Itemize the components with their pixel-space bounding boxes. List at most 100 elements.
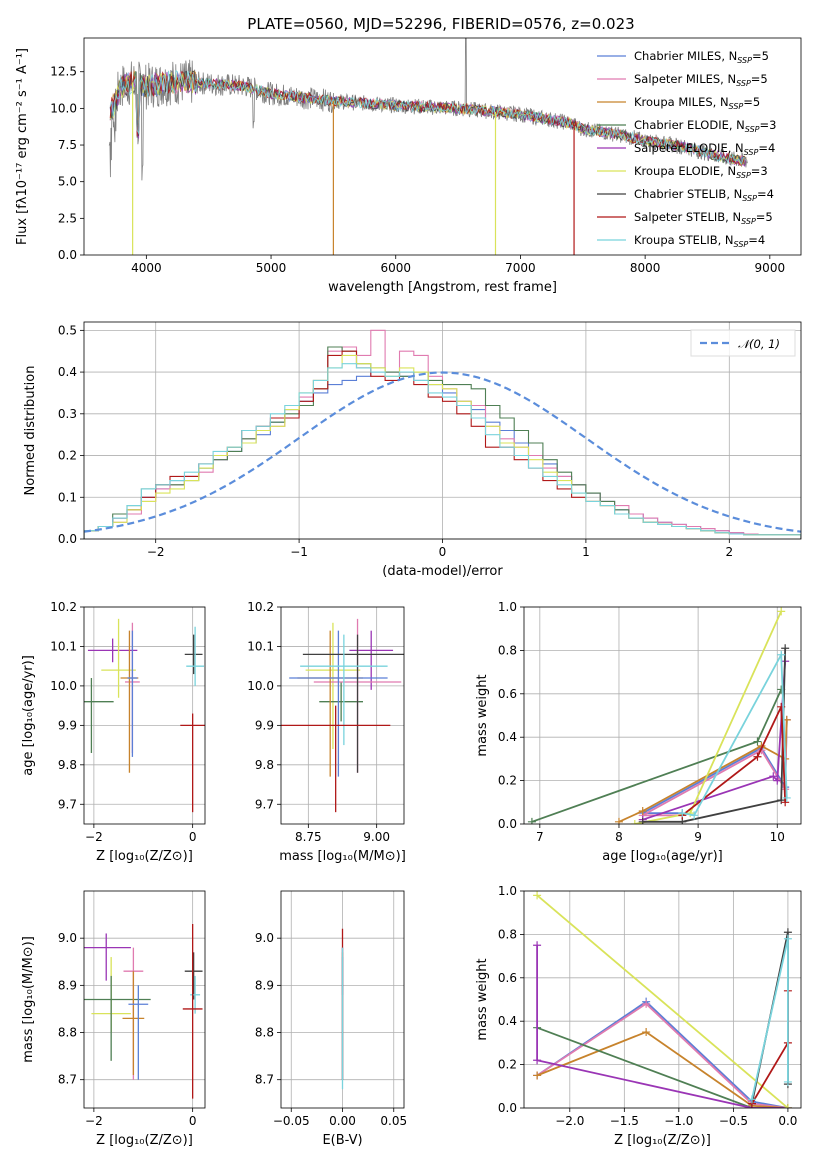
plot-area bbox=[108, 38, 748, 255]
panel-mass-vs-ebv: −0.05 0.00 0.05 8.7 8.8 8.9 9.0 E(B-V) bbox=[255, 890, 407, 1148]
y-tick-label: 8.9 bbox=[58, 978, 77, 992]
y-axis-label: Flux [fλ10⁻¹⁷ erg cm⁻² s⁻¹ A⁻¹] bbox=[15, 48, 30, 245]
axes-frame bbox=[523, 890, 802, 1109]
errorbar-point bbox=[184, 634, 203, 675]
axes-frame bbox=[83, 606, 206, 825]
x-tick-label: 0 bbox=[439, 545, 447, 559]
y-tick-label: 9.8 bbox=[58, 758, 77, 772]
x-tick-label: −1 bbox=[290, 545, 308, 559]
weight-point-marker bbox=[783, 1077, 792, 1086]
errorbar-point bbox=[184, 952, 203, 1000]
y-tick-label: 0.2 bbox=[498, 1058, 517, 1072]
axes-frame bbox=[83, 890, 206, 1109]
figure-title: PLATE=0560, MJD=52296, FIBERID=0576, z=0… bbox=[247, 15, 634, 33]
legend-label: Salpeter ELODIE, NSSP=4 bbox=[634, 141, 775, 157]
x-tick-label: 1 bbox=[582, 545, 590, 559]
legend-label: Kroupa MILES, NSSP=5 bbox=[634, 95, 760, 111]
y-axis-label: Normed distribution bbox=[23, 366, 38, 496]
x-axis-label: Z [log₁₀(Z/Z⊙)] bbox=[614, 1133, 711, 1148]
y-tick-label: 9.9 bbox=[58, 718, 77, 732]
x-tick-label: 9000 bbox=[755, 261, 786, 275]
plot-area bbox=[281, 618, 404, 813]
y-tick-label: 0.3 bbox=[58, 407, 77, 421]
y-tick-label: 9.9 bbox=[255, 718, 274, 732]
x-axis-label: E(B-V) bbox=[322, 1133, 362, 1148]
y-tick-label: 12.5 bbox=[50, 65, 77, 79]
weight-point-marker bbox=[777, 607, 786, 616]
y-tick-label: 9.7 bbox=[58, 797, 77, 811]
x-tick-label: 7000 bbox=[505, 261, 536, 275]
panel-age-vs-mass: 8.75 9.00 9.7 9.8 9.9 10.0 10.1 10.2 mass [log₁₀… bbox=[247, 600, 406, 864]
x-tick-label: −2 bbox=[85, 830, 103, 844]
weight-point-marker bbox=[678, 809, 687, 818]
plot-area bbox=[527, 607, 791, 824]
x-tick-label: −1.5 bbox=[610, 1114, 639, 1128]
y-tick-label: 0.1 bbox=[58, 490, 77, 504]
x-tick-label: 9.00 bbox=[363, 830, 390, 844]
x-axis-label: age [log₁₀(age/yr)] bbox=[602, 849, 723, 864]
panel-mass-vs-z: −2 0 8.7 8.8 8.9 9.0 Z [log₁₀(Z/Z⊙)] mass [log₁… bbox=[21, 890, 206, 1148]
weight-point-marker bbox=[782, 793, 791, 802]
y-tick-label: 0.0 bbox=[498, 817, 517, 831]
x-tick-label: 4000 bbox=[131, 261, 162, 275]
y-tick-label: 0.5 bbox=[58, 323, 77, 337]
axes-frame bbox=[83, 321, 802, 540]
y-tick-label: 0.0 bbox=[58, 532, 77, 546]
axes-frame bbox=[280, 890, 405, 1109]
x-tick-label: 0 bbox=[189, 830, 197, 844]
histogram-series bbox=[84, 363, 801, 539]
weight-point-marker bbox=[747, 1095, 756, 1104]
x-tick-label: 0.0 bbox=[778, 1114, 797, 1128]
plot-area bbox=[533, 891, 792, 1108]
x-tick-label: −0.5 bbox=[719, 1114, 748, 1128]
x-tick-label: −2.0 bbox=[555, 1114, 584, 1128]
x-axis-label: (data-model)/error bbox=[382, 564, 503, 579]
y-tick-label: 8.7 bbox=[255, 1073, 274, 1087]
weight-point-marker bbox=[638, 817, 647, 824]
x-axis-label: Z [log₁₀(Z/Z⊙)] bbox=[96, 1133, 193, 1148]
y-tick-label: 7.5 bbox=[58, 138, 77, 152]
y-tick-label: 10.2 bbox=[50, 600, 77, 614]
weight-point-marker bbox=[642, 999, 651, 1008]
x-axis-label: mass [log₁₀(M/M⊙)] bbox=[279, 849, 406, 864]
y-tick-label: 0.0 bbox=[58, 248, 77, 262]
errorbar-point bbox=[180, 713, 205, 813]
errorbar-point bbox=[186, 626, 205, 686]
weight-point-marker bbox=[773, 776, 782, 785]
y-tick-label: 1.0 bbox=[498, 600, 517, 614]
y-tick-label: 1.0 bbox=[498, 884, 517, 898]
weight-series-line bbox=[536, 1002, 789, 1108]
weight-series-line bbox=[536, 945, 788, 1108]
errorbar-point bbox=[305, 622, 361, 750]
x-tick-label: 8 bbox=[615, 830, 623, 844]
weight-point-marker bbox=[777, 650, 786, 659]
x-tick-label: 0 bbox=[189, 1114, 197, 1128]
y-tick-label: 9.8 bbox=[255, 758, 274, 772]
x-tick-label: 0.00 bbox=[329, 1114, 356, 1128]
legend-label: Chabrier ELODIE, NSSP=3 bbox=[634, 118, 776, 134]
panel-spectrum: 4000 5000 6000 7000 8000 9000 0.0 2.5 5.0 7.5 10.0… bbox=[15, 37, 802, 295]
x-tick-label: 5000 bbox=[256, 261, 287, 275]
weight-point-marker bbox=[781, 798, 790, 807]
y-tick-label: 10.0 bbox=[247, 679, 274, 693]
errorbar-point bbox=[84, 678, 114, 753]
axes-frame bbox=[280, 606, 405, 825]
errorbar-point bbox=[300, 634, 388, 746]
x-axis-label: wavelength [Angstrom, rest frame] bbox=[328, 280, 557, 295]
x-tick-label: 0.05 bbox=[380, 1114, 407, 1128]
y-axis-label: mass [log₁₀(M/M⊙)] bbox=[21, 936, 36, 1063]
y-axis-label: age [log₁₀(age/yr)] bbox=[21, 655, 36, 776]
legend-box bbox=[690, 329, 796, 357]
legend-label: Kroupa STELIB, NSSP=4 bbox=[634, 233, 765, 249]
weight-point-marker bbox=[783, 1104, 792, 1108]
errorbar-point bbox=[128, 985, 149, 1080]
x-tick-label: −0.05 bbox=[273, 1114, 310, 1128]
errorbar-point bbox=[84, 975, 151, 1061]
errorbar-point bbox=[122, 971, 145, 1075]
errorbar-point bbox=[289, 630, 388, 777]
x-tick-label: 9 bbox=[694, 830, 702, 844]
weight-series-line bbox=[536, 1030, 788, 1108]
y-tick-label: 0.8 bbox=[498, 643, 517, 657]
